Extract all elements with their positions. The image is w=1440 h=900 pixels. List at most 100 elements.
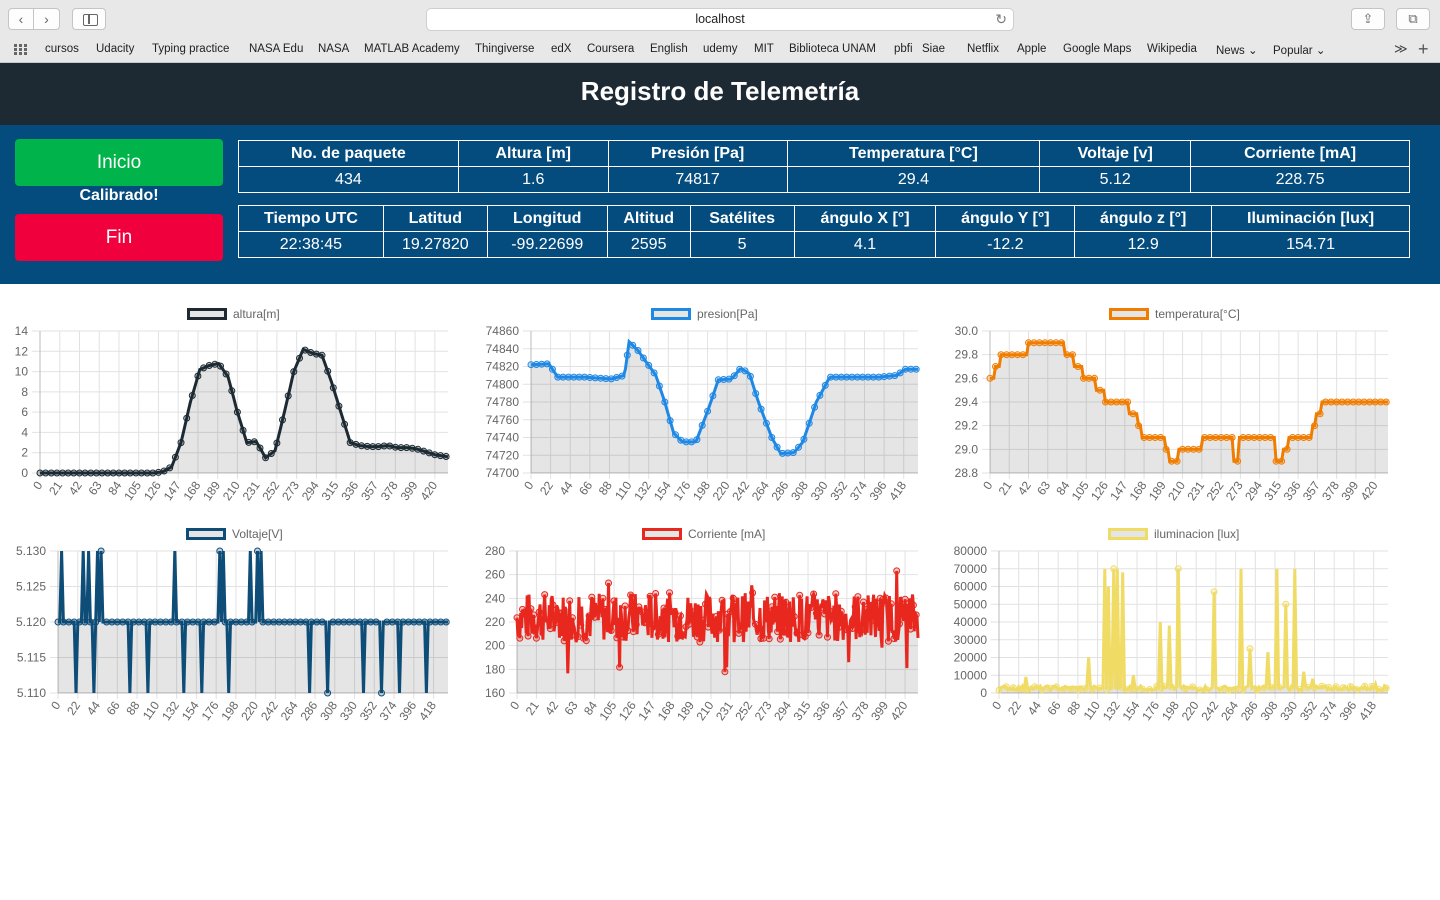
- data-point: [779, 449, 786, 457]
- bookmark-item[interactable]: udemy: [703, 43, 738, 55]
- start-button[interactable]: Inicio: [15, 139, 223, 186]
- bookmark-item[interactable]: edX: [551, 43, 572, 55]
- bookmark-item[interactable]: Thingiverse: [475, 43, 535, 55]
- back-button[interactable]: ‹: [8, 8, 34, 30]
- data-point: [810, 590, 818, 598]
- bookmark-item[interactable]: Coursera: [587, 43, 635, 55]
- data-point: [415, 618, 423, 626]
- share-button[interactable]: ⇪: [1351, 8, 1385, 30]
- bookmark-item[interactable]: pbfi: [894, 43, 913, 55]
- data-point: [875, 373, 883, 381]
- data-point: [859, 373, 867, 381]
- x-tick-label: 110: [612, 478, 635, 502]
- bookmark-item[interactable]: English: [650, 43, 688, 55]
- value-satelites: 5: [689, 231, 795, 258]
- data-point: [59, 469, 67, 477]
- data-point: [776, 635, 784, 643]
- stop-button[interactable]: Fin: [15, 214, 223, 261]
- bookmark-item[interactable]: Siae: [922, 43, 946, 55]
- bookmark-item[interactable]: Wikipedia: [1147, 43, 1197, 55]
- data-point: [557, 609, 565, 617]
- bookmark-item[interactable]: NASA Edu: [249, 43, 304, 55]
- bookmark-item[interactable]: Biblioteca UNAM: [789, 43, 876, 55]
- page-title: Registro de Telemetría: [0, 63, 1440, 125]
- data-point: [394, 618, 402, 626]
- reload-icon[interactable]: ↻: [995, 11, 1007, 27]
- data-point: [437, 618, 445, 626]
- y-tick-label: 29.2: [955, 419, 979, 433]
- data-point: [581, 373, 588, 381]
- bookmark-item[interactable]: MIT: [754, 43, 774, 55]
- new-tab-button[interactable]: +: [1418, 39, 1429, 59]
- data-point: [367, 618, 375, 626]
- data-point: [713, 612, 721, 620]
- chart-legend[interactable]: temperatura[°C]: [1109, 307, 1240, 321]
- data-point: [386, 442, 394, 450]
- more-bookmarks-icon[interactable]: ≫: [1394, 41, 1408, 56]
- bookmark-item[interactable]: NASA: [318, 43, 350, 55]
- data-point: [663, 605, 671, 613]
- x-tick-label: 396: [867, 478, 890, 503]
- data-point: [854, 593, 862, 601]
- bookmark-item[interactable]: Google Maps: [1063, 43, 1132, 55]
- data-point: [696, 638, 704, 646]
- chart-legend[interactable]: Corriente [mA]: [642, 527, 765, 541]
- bookmark-item[interactable]: Typing practice: [152, 43, 230, 55]
- chart-legend[interactable]: altura[m]: [187, 307, 280, 321]
- y-tick-label: 5.110: [17, 686, 46, 700]
- data-point: [623, 351, 631, 359]
- bookmark-item[interactable]: cursos: [45, 43, 79, 55]
- data-point: [1153, 683, 1161, 690]
- y-tick-label: 80000: [954, 544, 988, 558]
- x-tick-label: 0: [30, 478, 45, 492]
- data-point: [216, 547, 224, 555]
- chart-legend[interactable]: iluminacion [lux]: [1108, 527, 1239, 541]
- x-tick-label: 315: [791, 698, 814, 723]
- data-point: [1129, 410, 1137, 418]
- y-tick-label: 74740: [486, 431, 520, 445]
- x-tick-label: 420: [417, 478, 440, 503]
- data-point: [715, 626, 723, 634]
- header-latitud: Latitud: [382, 205, 488, 232]
- data-point: [843, 373, 851, 381]
- value-latitud: 19.27820: [382, 231, 488, 258]
- series-area: [517, 570, 918, 693]
- data-point: [149, 469, 157, 477]
- chart-legend[interactable]: presion[Pa]: [651, 307, 758, 321]
- data-point: [227, 618, 234, 626]
- value-corriente: 228.75: [1190, 166, 1410, 193]
- grid-icon[interactable]: [14, 44, 30, 56]
- tabs-button[interactable]: ⧉: [1396, 8, 1430, 30]
- data-point: [804, 629, 812, 637]
- data-point: [1052, 683, 1060, 691]
- bookmark-item[interactable]: Apple: [1017, 43, 1047, 55]
- data-point: [577, 621, 585, 629]
- bookmark-item[interactable]: MATLAB Academy: [364, 43, 460, 55]
- x-tick-label: 336: [810, 698, 833, 723]
- data-point: [818, 604, 826, 612]
- data-point: [194, 372, 202, 380]
- data-point: [200, 618, 208, 626]
- bookmark-item[interactable]: News ⌄: [1216, 45, 1258, 57]
- chart: 5.110 5.115 5.120 5.125 5.130 0 22 44 66 88 110 132…: [16, 544, 450, 723]
- x-tick-label: 0: [980, 478, 995, 492]
- x-tick-label: 273: [1223, 478, 1246, 503]
- y-tick-label: 160: [485, 686, 505, 700]
- data-point: [720, 376, 728, 383]
- data-point: [837, 373, 845, 381]
- x-tick-label: 198: [218, 698, 241, 723]
- data-point: [605, 579, 612, 587]
- bookmark-item[interactable]: Netflix: [967, 43, 999, 55]
- address-bar[interactable]: localhost ↻: [426, 8, 1014, 31]
- data-point: [1017, 685, 1024, 693]
- data-point: [1339, 684, 1347, 692]
- bookmark-item[interactable]: Popular ⌄: [1273, 45, 1326, 57]
- x-tick-label: 336: [338, 478, 361, 503]
- x-tick-label: 330: [337, 698, 360, 723]
- chart-legend[interactable]: Voltaje[V]: [186, 527, 283, 541]
- sidebar-toggle-button[interactable]: [72, 8, 106, 30]
- data-point: [1303, 683, 1311, 691]
- value-temperatura: 29.4: [786, 166, 1041, 193]
- forward-button[interactable]: ›: [34, 8, 60, 30]
- bookmark-item[interactable]: Udacity: [96, 43, 135, 55]
